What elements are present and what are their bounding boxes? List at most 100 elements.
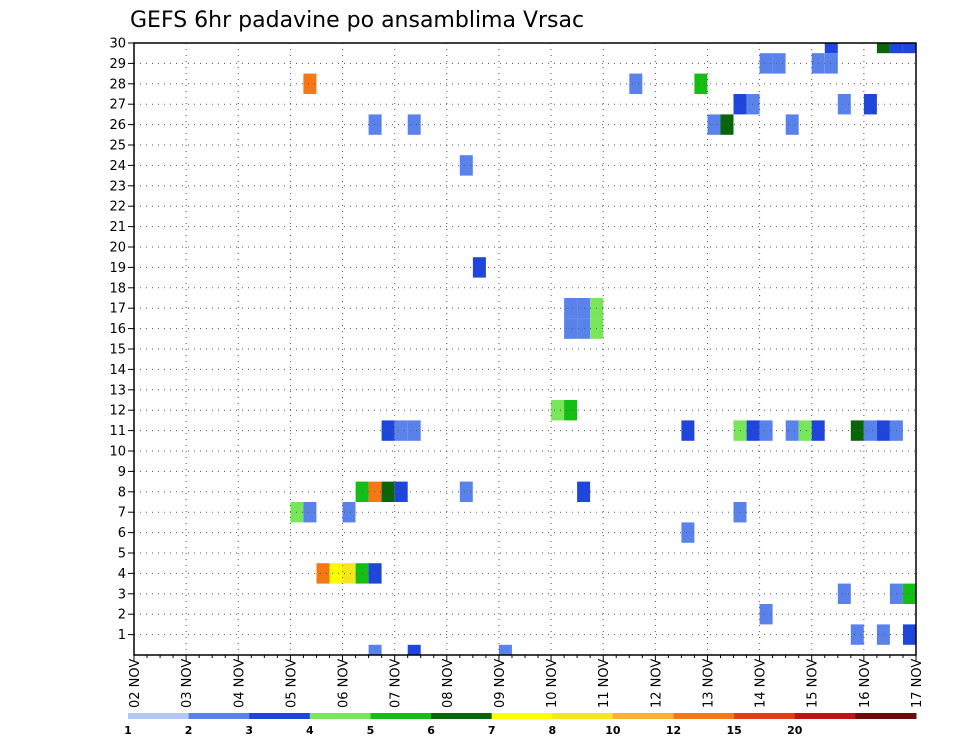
legend-color-swatch: [552, 713, 614, 719]
heatmap-cell: [681, 420, 695, 441]
legend-label: 6: [427, 724, 435, 737]
heatmap-cell: [759, 604, 773, 625]
heatmap-cell: [694, 73, 708, 94]
heatmap-cell: [316, 563, 330, 584]
y-tick-label: 21: [109, 220, 126, 235]
heatmap-cells: [290, 43, 916, 655]
heatmap-cell: [381, 420, 395, 441]
y-tick-label: 30: [109, 37, 126, 52]
x-tick-label: 08 NOV: [441, 659, 456, 708]
heatmap-cell: [850, 624, 864, 645]
x-tick-label: 09 NOV: [493, 659, 508, 708]
heatmap-cell: [746, 420, 760, 441]
y-tick-label: 7: [118, 506, 126, 521]
heatmap-cell: [863, 420, 877, 441]
y-tick-label: 16: [109, 322, 126, 337]
legend-color-swatch: [673, 713, 735, 719]
legend-color-swatch: [309, 713, 371, 719]
legend-label: 15: [727, 724, 742, 737]
heatmap-cell: [381, 481, 395, 502]
y-tick-label: 25: [109, 139, 126, 154]
heatmap-cell: [459, 481, 473, 502]
x-tick-label: 15 NOV: [806, 659, 821, 708]
y-tick-label: 17: [109, 302, 126, 317]
y-tick-label: 10: [109, 445, 126, 460]
heatmap-cell: [850, 420, 864, 441]
heatmap-cell: [394, 481, 408, 502]
legend-color-swatch: [612, 713, 674, 719]
heatmap-cell: [746, 94, 760, 115]
heatmap-cell: [368, 563, 382, 584]
heatmap-cell: [903, 624, 916, 645]
x-tick-label: 03 NOV: [180, 659, 195, 708]
heatmap-cell: [342, 502, 356, 523]
x-tick-label: 07 NOV: [389, 659, 404, 708]
y-tick-label: 4: [118, 567, 126, 582]
heatmap-cell: [720, 114, 734, 135]
y-tick-label: 22: [109, 200, 126, 215]
legend-color-swatch: [491, 713, 553, 719]
x-tick-label: 16 NOV: [858, 659, 873, 708]
x-axis: 02 NOV 03 NOV 04 NOV 05 NOV 06 NOV 07 NOV 08 N…: [128, 655, 925, 708]
heatmap-cell: [564, 298, 578, 319]
heatmap-cell: [498, 644, 512, 655]
legend-color-swatch: [249, 713, 311, 719]
legend-color-swatch: [855, 713, 917, 719]
y-tick-label: 23: [109, 179, 126, 194]
heatmap-cell: [876, 624, 890, 645]
y-tick-label: 14: [109, 363, 126, 378]
heatmap-cell: [303, 502, 317, 523]
y-tick-label: 3: [118, 587, 126, 602]
heatmap-cell: [577, 298, 591, 319]
heatmap-cell: [772, 53, 786, 74]
heatmap-cell: [876, 420, 890, 441]
heatmap-cell: [629, 73, 643, 94]
legend-label: 20: [787, 724, 803, 737]
x-tick-label: 13 NOV: [701, 659, 716, 708]
legend-label: 5: [367, 724, 375, 737]
heatmap-cell: [785, 420, 799, 441]
x-tick-label: 17 NOV: [910, 659, 925, 708]
x-tick-label: 04 NOV: [232, 659, 247, 708]
heatmap-cell: [472, 257, 486, 278]
y-tick-label: 6: [118, 526, 126, 541]
legend-color-swatch: [128, 713, 190, 719]
y-tick-label: 1: [118, 628, 126, 643]
heatmap-cell: [889, 43, 903, 54]
y-tick-label: 12: [109, 404, 126, 419]
heatmap-cell: [785, 114, 799, 135]
heatmap-cell: [329, 563, 343, 584]
heatmap-cell: [459, 155, 473, 176]
legend-color-swatch: [188, 713, 250, 719]
heatmap-cell: [564, 400, 578, 421]
heatmap-cell: [837, 583, 851, 604]
legend-color-swatch: [794, 713, 856, 719]
legend-label: 12: [666, 724, 681, 737]
y-tick-label: 13: [109, 383, 126, 398]
heatmap-cell: [407, 420, 421, 441]
x-tick-label: 10 NOV: [545, 659, 560, 708]
heatmap-cell: [368, 114, 382, 135]
heatmap-cell: [407, 644, 421, 655]
heatmap-cell: [903, 43, 916, 54]
heatmap-cell: [407, 114, 421, 135]
heatmap-cell: [394, 420, 408, 441]
heatmap-cell: [303, 73, 317, 94]
y-tick-label: 15: [109, 343, 126, 358]
heatmap-cell: [824, 53, 838, 74]
heatmap-cell: [903, 583, 916, 604]
legend-colorbar: 1 2 3 4 5 6 7 8 10 12 15 20: [124, 713, 917, 737]
heatmap-cell: [342, 563, 356, 584]
heatmap-cell: [368, 644, 382, 655]
y-tick-label: 5: [118, 547, 126, 562]
y-tick-label: 2: [118, 608, 126, 623]
chart-title: GEFS 6hr padavine po ansamblima Vrsac: [130, 8, 584, 33]
legend-label: 10: [605, 724, 621, 737]
x-tick-label: 05 NOV: [284, 659, 299, 708]
y-tick-label: 26: [109, 118, 126, 133]
y-tick-label: 20: [109, 241, 126, 256]
legend-color-swatch: [431, 713, 493, 719]
heatmap-cell: [837, 94, 851, 115]
legend-label: 2: [185, 724, 193, 737]
y-tick-label: 11: [109, 424, 126, 439]
